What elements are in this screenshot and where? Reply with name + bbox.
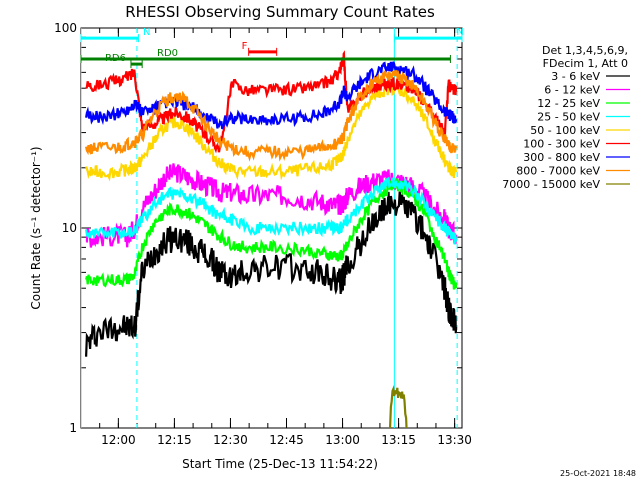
legend-header-0: Det 1,3,4,5,6,9, (542, 44, 628, 57)
x-axis-label: Start Time (25-Dec-13 11:54:22) (182, 457, 378, 471)
chart-title: RHESSI Observing Summary Count Rates (125, 3, 435, 21)
series-line-1 (85, 163, 458, 248)
series-line-7 (85, 70, 458, 162)
legend-label-7: 800 - 7000 keV (516, 165, 600, 178)
series-line-4 (85, 79, 458, 182)
x-tick-label-6: 13:30 (437, 433, 472, 447)
legend: Det 1,3,4,5,6,9,FDecim 1, Att 03 - 6 keV… (502, 44, 630, 191)
y-tick-label-0: 1 (69, 421, 77, 435)
legend-label-1: 6 - 12 keV (544, 84, 600, 97)
series-line-0 (85, 191, 458, 357)
plot-area: 1 10 100 12:00 12:15 12:30 12:45 13:00 13:15 13:3… (54, 21, 472, 447)
x-tick-label-5: 13:15 (381, 433, 416, 447)
x-tick-label-3: 12:45 (269, 433, 304, 447)
plot-content (81, 28, 458, 428)
series-line-3 (85, 176, 458, 245)
series-line-2 (85, 177, 458, 290)
legend-label-0: 3 - 6 keV (551, 70, 600, 83)
legend-label-8: 7000 - 15000 keV (502, 178, 600, 191)
series-line-6 (85, 61, 458, 130)
legend-label-4: 50 - 100 keV (530, 124, 600, 137)
x-tick-label-2: 12:30 (213, 433, 248, 447)
x-tick-label-1: 12:15 (157, 433, 192, 447)
legend-label-3: 25 - 50 keV (537, 111, 600, 124)
annotation-label-4: RD6 (105, 53, 126, 64)
annotation-label-1: N (456, 27, 463, 38)
legend-label-5: 100 - 300 keV (523, 138, 600, 151)
legend-label-6: 300 - 800 keV (523, 151, 600, 164)
x-tick-label-4: 13:00 (325, 433, 360, 447)
y-tick-label-2: 100 (54, 21, 77, 35)
series-line-5 (85, 50, 458, 154)
legend-header-1: FDecim 1, Att 0 (543, 57, 628, 70)
footer-date: 25-Oct-2021 18:48 (560, 469, 636, 478)
x-tick-label-0: 12:00 (101, 433, 136, 447)
legend-label-2: 12 - 25 keV (537, 97, 600, 110)
annotation-label-2: F (242, 41, 248, 52)
annotation-label-3: RD0 (157, 48, 178, 59)
annotation-label-0: N (143, 27, 150, 38)
y-tick-label-1: 10 (62, 221, 77, 235)
y-axis-label: Count Rate (s⁻¹ detector⁻¹) (29, 146, 43, 309)
